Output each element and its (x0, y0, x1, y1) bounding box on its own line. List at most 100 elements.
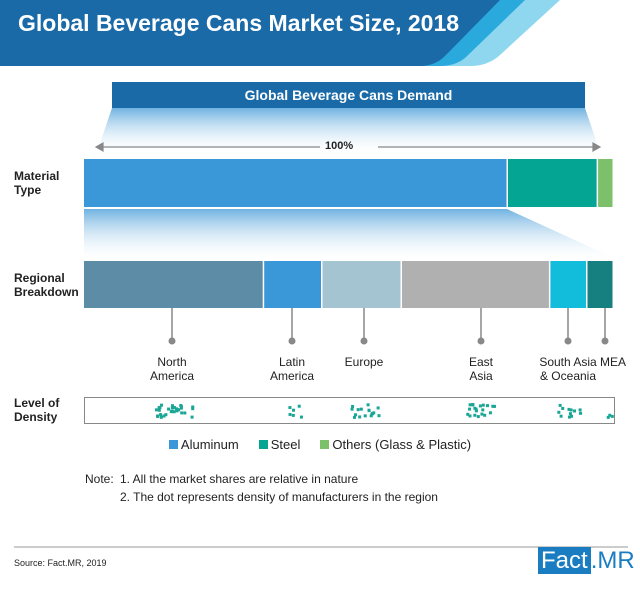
region-label-line: North (157, 355, 187, 369)
density-dot (172, 410, 176, 414)
bar-segment-steel (508, 159, 597, 207)
density-dot (352, 415, 356, 419)
density-dot (478, 404, 482, 408)
bar-segment-others-glass-plastic- (598, 159, 613, 207)
density-dot (473, 413, 477, 417)
density-dot (492, 404, 496, 408)
density-dot (297, 404, 301, 408)
density-label: Level of Density (14, 396, 59, 424)
regional-label: Regional Breakdown (14, 271, 79, 299)
density-dot (476, 415, 480, 419)
density-dot (154, 408, 158, 412)
legend-label: Others (Glass & Plastic) (332, 437, 472, 452)
density-dot (179, 405, 183, 409)
density-dot (480, 412, 484, 416)
density-dot (481, 403, 485, 407)
density-dot (606, 415, 610, 419)
density-dot (376, 406, 380, 410)
density-dot (191, 407, 195, 411)
bar-segment-europe (322, 261, 401, 308)
region-label: East Asia (469, 355, 493, 383)
density-dot (159, 415, 163, 419)
density-dot (468, 403, 472, 407)
demand-funnel (97, 108, 600, 152)
regional-bar (84, 261, 613, 308)
density-dot (157, 408, 161, 412)
material-bar (84, 159, 613, 207)
density-dot (159, 413, 163, 417)
pin-dot (601, 337, 609, 345)
density-box (84, 397, 615, 424)
note-2: 2. The dot represents density of manufac… (120, 490, 438, 504)
density-dot (578, 408, 582, 412)
density-dot (156, 415, 160, 419)
density-dot (579, 411, 583, 415)
density-dot (366, 403, 370, 407)
region-label-line: South Asia (539, 355, 597, 369)
pin-dot (477, 337, 485, 345)
density-dot (350, 407, 354, 411)
legend-swatch (258, 440, 268, 449)
note-prefix: Note: (85, 472, 114, 486)
label-line: Regional (14, 271, 65, 285)
region-label-line: Asia (469, 369, 493, 383)
density-dot (488, 411, 492, 415)
label-line: Density (14, 410, 58, 424)
region-label-line: East (468, 355, 494, 369)
bar-segment-mea (587, 261, 613, 308)
density-dot (164, 413, 168, 417)
density-dot (483, 413, 487, 417)
density-dot (288, 412, 292, 416)
density-dot (175, 409, 179, 413)
region-label: North America (150, 355, 194, 383)
density-dot (567, 407, 571, 411)
material-label: Material Type (14, 169, 59, 197)
density-dot (160, 403, 164, 407)
label-line: Material (14, 169, 60, 183)
density-dot (377, 414, 381, 418)
density-dot (171, 406, 175, 410)
logo-part2: .MR (590, 547, 635, 574)
density-dot (351, 405, 355, 409)
density-dot (557, 410, 561, 414)
density-dot (610, 414, 614, 418)
region-label-line: & Oceania (539, 369, 597, 383)
total-label: 100% (325, 140, 354, 152)
density-dot (359, 407, 363, 411)
pin-dot (168, 337, 176, 345)
page-title: Global Beverage Cans Market Size, 2018 (18, 10, 460, 36)
density-dot (369, 414, 373, 418)
bar-segment-aluminum (84, 159, 507, 207)
density-dot (299, 415, 303, 419)
logo-part1: Fact (538, 547, 591, 574)
region-label-line: Europe (344, 355, 384, 369)
density-dot (288, 406, 292, 410)
density-dot (183, 411, 187, 415)
legend-item: Others (Glass & Plastic) (320, 437, 471, 452)
legend-swatch (320, 440, 330, 449)
density-dot (367, 409, 371, 413)
density-dot (371, 412, 375, 416)
label-line: Breakdown (14, 285, 79, 299)
density-dot (170, 409, 174, 413)
bar-segment-latin-america (264, 261, 321, 308)
region-label: South Asia & Oceania (539, 355, 596, 383)
region-pins (168, 308, 609, 345)
density-dot (292, 408, 296, 412)
regional-funnel (84, 209, 614, 258)
density-dot (567, 415, 571, 419)
density-dot (558, 403, 562, 407)
density-dot (354, 413, 358, 417)
density-dot (174, 407, 178, 411)
region-label-line: MEA (599, 355, 627, 369)
density-dot (569, 408, 573, 412)
density-dot (191, 405, 195, 409)
legend: Aluminum Steel Others (Glass & Plastic) (0, 437, 640, 452)
region-label: Europe (345, 355, 384, 369)
density-dot (471, 403, 475, 407)
density-dot (608, 413, 612, 417)
density-dot (468, 414, 472, 418)
legend-label: Steel (270, 437, 301, 452)
